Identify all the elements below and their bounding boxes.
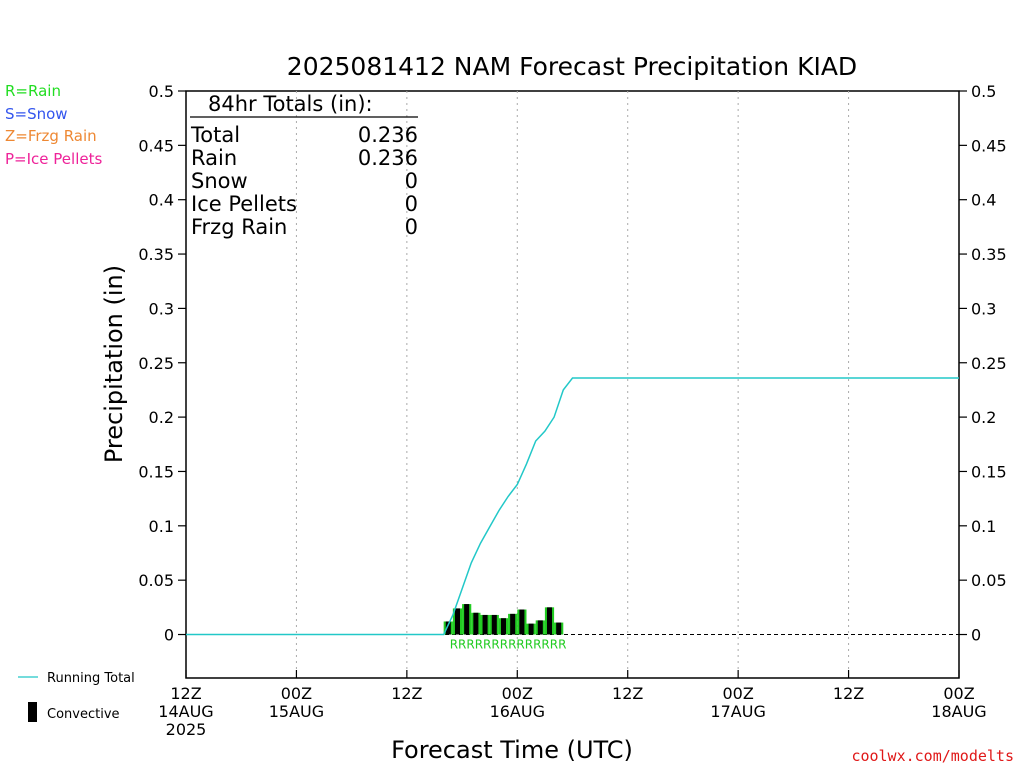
x-tick-label: 16AUG (490, 702, 545, 721)
convective-bar (510, 613, 516, 635)
plot-frame (185, 90, 960, 679)
totals-header: 84hr Totals (in): (208, 92, 373, 116)
y-tick-label-left: 0.35 (138, 245, 174, 264)
y-tick-label-left: 0.5 (149, 82, 174, 101)
y-tick-label-right: 0.25 (971, 354, 1007, 373)
convective-bar (473, 612, 479, 635)
totals-value-ice-pellets: 0 (405, 192, 418, 216)
x-tick-label: 12Z (833, 684, 864, 703)
y-axis-ticks: 0 00.05 0.050.1 0.10.15 0.150.2 0.20.25 0.250.… (138, 82, 1006, 645)
ptype-label: RRRRRRRRRRRRRR (450, 638, 567, 652)
x-tick-label: 00Z (722, 684, 753, 703)
x-tick-label: 2025 (166, 720, 207, 739)
convective-bar (454, 608, 461, 635)
running-total-legend-label: Running Total (47, 671, 135, 686)
totals-value-total: 0.236 (358, 123, 418, 147)
convective-bar (482, 614, 488, 635)
y-tick-label-right: 0.35 (971, 245, 1007, 264)
x-tick-label: 00Z (943, 684, 974, 703)
y-tick-label-left: 0.1 (149, 517, 174, 536)
ptype-legend: R=Rain S=Snow Z=Frzg Rain P=Ice Pellets (5, 82, 102, 168)
convective-bar (464, 604, 470, 635)
y-tick-label-left: 0 (164, 626, 174, 645)
totals-label-snow: Snow (191, 169, 248, 193)
legend-ice-pellets: P=Ice Pellets (5, 150, 102, 168)
convective-bar (491, 614, 497, 635)
y-tick-label-right: 0.3 (971, 299, 996, 318)
y-axis-title: Precipitation (in) (100, 265, 128, 463)
series-legend: Running Total Convective (18, 671, 135, 722)
y-tick-label-left: 0.05 (138, 571, 174, 590)
convective-legend-swatch (28, 702, 37, 722)
x-tick-label: 12Z (170, 684, 201, 703)
totals-label-frzg-rain: Frzg Rain (191, 215, 287, 239)
precip-bars: RRRRRRRRRRRRRR (443, 604, 567, 652)
legend-rain: R=Rain (5, 82, 61, 100)
convective-legend-label: Convective (47, 707, 120, 722)
y-tick-label-right: 0.1 (971, 517, 996, 536)
convective-bar (546, 607, 553, 635)
totals-value-rain: 0.236 (358, 146, 418, 170)
totals-value-frzg-rain: 0 (405, 215, 418, 239)
y-tick-label-right: 0.4 (971, 191, 996, 210)
y-tick-label-left: 0.45 (138, 136, 174, 155)
convective-bar (445, 621, 451, 635)
y-tick-label-left: 0.3 (149, 299, 174, 318)
credit-text: coolwx.com/modelts (851, 747, 1014, 765)
y-tick-label-left: 0.4 (149, 191, 174, 210)
y-tick-label-right: 0.2 (971, 408, 996, 427)
y-tick-label-right: 0.5 (971, 82, 996, 101)
y-tick-label-left: 0.2 (149, 408, 174, 427)
x-tick-label: 12Z (391, 684, 422, 703)
grid (186, 91, 959, 678)
x-tick-label: 17AUG (710, 702, 765, 721)
x-tick-label: 00Z (281, 684, 312, 703)
x-tick-label: 18AUG (931, 702, 986, 721)
convective-bar (519, 609, 525, 635)
totals-label-total: Total (190, 123, 240, 147)
convective-bar (528, 623, 534, 635)
running-total-line (186, 377, 959, 636)
convective-bar (556, 622, 562, 635)
convective-bar (537, 620, 543, 635)
y-tick-label-right: 0.45 (971, 136, 1007, 155)
y-tick-label-right: 0.15 (971, 462, 1007, 481)
legend-frzg-rain: Z=Frzg Rain (5, 127, 97, 145)
y-tick-label-right: 0.05 (971, 571, 1007, 590)
convective-bar (500, 618, 507, 635)
legend-snow: S=Snow (5, 105, 68, 123)
x-tick-label: 12Z (612, 684, 643, 703)
x-tick-label: 15AUG (269, 702, 324, 721)
totals-box: 84hr Totals (in): Total 0.236 Rain 0.236… (190, 92, 418, 239)
totals-value-snow: 0 (405, 169, 418, 193)
totals-label-rain: Rain (191, 146, 237, 170)
y-tick-label-left: 0.25 (138, 354, 174, 373)
y-tick-label-left: 0.15 (138, 462, 174, 481)
chart-title: 2025081412 NAM Forecast Precipitation KI… (287, 52, 857, 81)
x-tick-label: 00Z (502, 684, 533, 703)
running-total-series (186, 377, 959, 636)
totals-label-ice-pellets: Ice Pellets (191, 192, 297, 216)
x-axis-title: Forecast Time (UTC) (391, 736, 633, 764)
x-tick-label: 14AUG (158, 702, 213, 721)
y-tick-label-right: 0 (971, 626, 981, 645)
